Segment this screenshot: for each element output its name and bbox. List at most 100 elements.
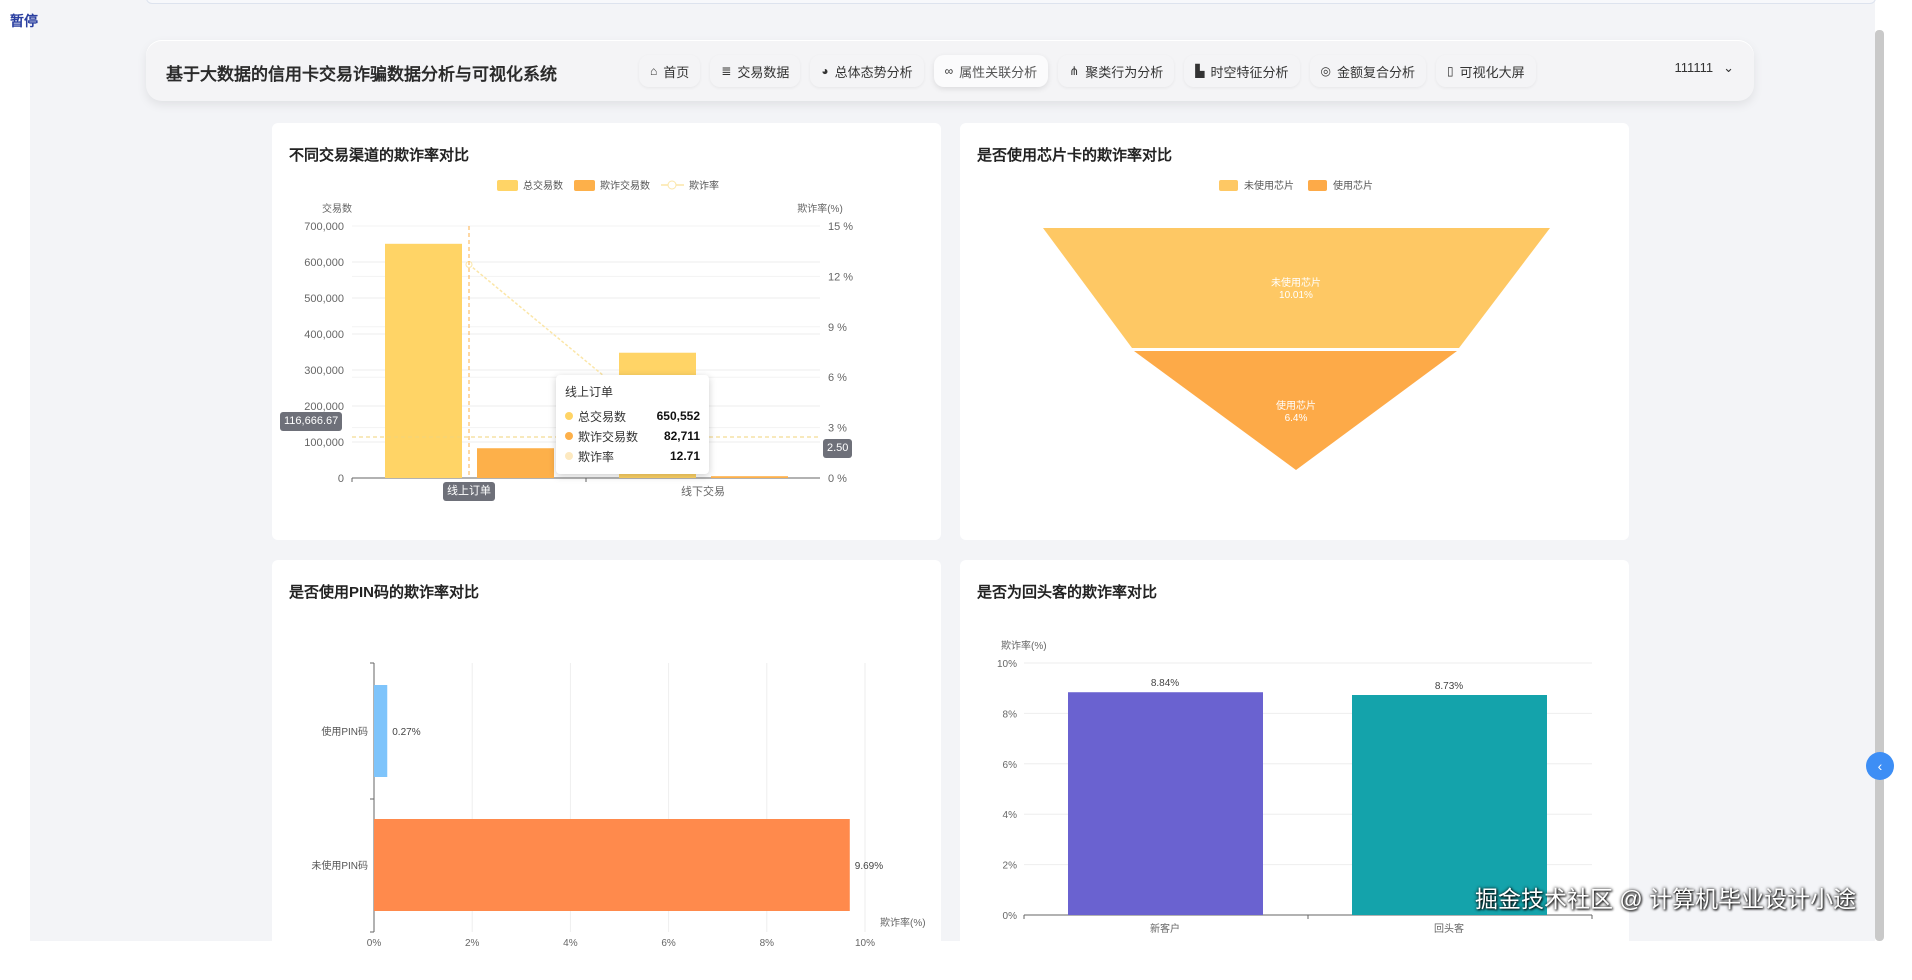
- tooltip-series: 欺诈交易数: [578, 429, 639, 444]
- page-scrollbar[interactable]: [1875, 30, 1884, 941]
- bar-value-label: 0.27%: [392, 727, 420, 738]
- legend-label: 使用芯片: [1333, 179, 1373, 192]
- bar-使用PIN码: [374, 685, 388, 777]
- cluster-icon: ⋔: [1069, 64, 1080, 78]
- funnel-label: 使用芯片: [1276, 399, 1316, 412]
- nav-label: 可视化大屏: [1459, 64, 1525, 80]
- y2-tick-label: 0 %: [828, 473, 847, 485]
- y-pointer-label: 116,666.67: [280, 412, 343, 431]
- link-icon: ∞: [944, 64, 954, 78]
- pin-bar-chart: 0% 2% 4% 6% 8% 10% 使用PIN码 0.27% 未使用PIN码 9.69% 欺诈率(…: [311, 662, 926, 949]
- nav-item-0[interactable]: ⌂ 首页: [639, 55, 700, 87]
- x-axis-name: 欺诈率(%): [880, 916, 926, 929]
- tooltip-row: 欺诈交易数 82,711: [565, 426, 700, 446]
- bar-回头客: [1352, 695, 1547, 915]
- nav-item-3[interactable]: ∞ 属性关联分析: [933, 55, 1049, 87]
- nav-label: 属性关联分析: [959, 64, 1038, 80]
- y-axis-name: 欺诈率(%): [1001, 639, 1047, 652]
- top-browser-bar: [146, 0, 1876, 4]
- tooltip-value: 12.71: [669, 449, 700, 463]
- nav-label: 交易数据: [737, 64, 790, 80]
- nav-label: 时空特征分析: [1210, 64, 1289, 80]
- map-icon: ▙: [1195, 64, 1205, 78]
- user-menu[interactable]: 111111 ⌄: [1675, 60, 1734, 76]
- legend-swatch: [1219, 180, 1238, 191]
- series-dot: [565, 452, 573, 460]
- bar-欺诈交易数: [711, 476, 788, 478]
- channel-chart: 0 100,000 200,000 300,000 400,000 500,000 600,…: [304, 179, 853, 498]
- coins-icon: ◎: [1320, 64, 1331, 78]
- y2-tick-label: 15 %: [828, 221, 853, 233]
- series-dot: [565, 412, 573, 420]
- username: 111111: [1674, 60, 1714, 75]
- x-tick-label: 10%: [855, 938, 875, 949]
- tooltip-value: 650,552: [656, 409, 700, 423]
- nav-label: 总体态势分析: [834, 64, 913, 80]
- tooltip-row: 总交易数 650,552: [565, 406, 700, 426]
- funnel-slice-未使用芯片: [1043, 228, 1550, 348]
- database-icon: ≣: [721, 64, 732, 78]
- card-title: 不同交易渠道的欺诈率对比: [289, 147, 470, 164]
- nav-item-6[interactable]: ◎ 金额复合分析: [1310, 55, 1427, 87]
- nav-item-4[interactable]: ⋔ 聚类行为分析: [1058, 55, 1174, 87]
- side-collapse-button[interactable]: ‹: [1866, 752, 1894, 780]
- legend-label: 未使用芯片: [1244, 179, 1294, 192]
- nav-menu: ⌂ 首页 ≣ 交易数据 ◕ 总体态势分析 ∞ 属性关联分析 ⋔ 聚类行为分析 ▙ 时空特征分析 ◎ 金额复…: [639, 55, 1536, 87]
- bar-未使用PIN码: [374, 819, 850, 911]
- nav-label: 聚类行为分析: [1085, 64, 1164, 80]
- y-tick-label: 4%: [1003, 810, 1018, 821]
- y2-tick-label: 3 %: [828, 423, 847, 435]
- legend-swatch: [574, 180, 595, 191]
- bar-value-label: 8.73%: [1435, 681, 1463, 692]
- funnel-slice-使用芯片: [1134, 351, 1457, 470]
- tooltip-series: 欺诈率: [578, 449, 615, 464]
- legend-label: 总交易数: [523, 179, 563, 192]
- tooltip-row: 欺诈率 12.71: [565, 446, 700, 466]
- nav-item-5[interactable]: ▙ 时空特征分析: [1184, 55, 1299, 87]
- nav-item-1[interactable]: ≣ 交易数据: [710, 55, 800, 87]
- nav-item-7[interactable]: ▯ 可视化大屏: [1436, 55, 1536, 87]
- bar-欺诈交易数: [477, 448, 554, 478]
- funnel-value: 10.01%: [1279, 290, 1313, 301]
- y2-tick-label: 9 %: [828, 322, 847, 334]
- bar-value-label: 8.84%: [1151, 678, 1179, 689]
- card-chip-fraud: 是否使用芯片卡的欺诈率对比 未使用芯片 使用芯片 未使用芯片 10.01% 使用芯片 6.…: [960, 123, 1629, 540]
- y-tick-label: 6%: [1003, 760, 1018, 771]
- y2-tick-label: 12 %: [828, 271, 853, 283]
- y-tick-label: 200,000: [304, 401, 344, 413]
- pause-label: 暂停: [10, 13, 38, 29]
- y-tick-label: 0: [338, 473, 344, 485]
- card-channel-fraud: 不同交易渠道的欺诈率对比 0 100,000 200,000 300,000 400,0…: [272, 123, 941, 540]
- legend-swatch: [497, 180, 518, 191]
- watermark: 掘金技术社区 @ 计算机毕业设计小途: [1475, 886, 1857, 912]
- y-tick-label: 300,000: [304, 365, 344, 377]
- home-icon: ⌂: [650, 64, 658, 78]
- card-title: 是否为回头客的欺诈率对比: [977, 584, 1158, 601]
- y-tick-label: 0%: [1003, 911, 1018, 922]
- bar-总交易数: [385, 243, 462, 478]
- top-navbar: 基于大数据的信用卡交易诈骗数据分析与可视化系统 ⌂ 首页 ≣ 交易数据 ◕ 总体态势分析 ∞…: [146, 40, 1754, 101]
- legend-label: 欺诈交易数: [600, 179, 650, 192]
- card-title: 是否使用PIN码的欺诈率对比: [289, 584, 480, 601]
- bar-新客户: [1068, 692, 1263, 915]
- tooltip-series: 总交易数: [578, 409, 627, 424]
- tooltip-title: 线上订单: [565, 385, 614, 399]
- screen-icon: ▯: [1447, 64, 1454, 78]
- funnel-label: 未使用芯片: [1271, 276, 1321, 289]
- x-tick-label: 4%: [563, 938, 578, 949]
- bar-value-label: 9.69%: [855, 861, 883, 872]
- nav-label: 金额复合分析: [1337, 64, 1416, 80]
- y2-pointer-label: 2.50: [823, 439, 853, 458]
- legend-swatch: [1308, 180, 1327, 191]
- legend-line-icon: [667, 180, 677, 190]
- card-title: 是否使用芯片卡的欺诈率对比: [977, 147, 1173, 164]
- y-tick-label: 100,000: [304, 437, 344, 449]
- y-tick-label: 2%: [1003, 861, 1018, 872]
- chevron-down-icon: ⌄: [1723, 60, 1734, 75]
- nav-item-2[interactable]: ◕ 总体态势分析: [810, 55, 923, 87]
- nav-label: 首页: [663, 64, 690, 80]
- app-title: 基于大数据的信用卡交易诈骗数据分析与可视化系统: [166, 65, 557, 84]
- y-tick-label: 500,000: [304, 293, 344, 305]
- y-tick-label: 未使用PIN码: [311, 859, 368, 872]
